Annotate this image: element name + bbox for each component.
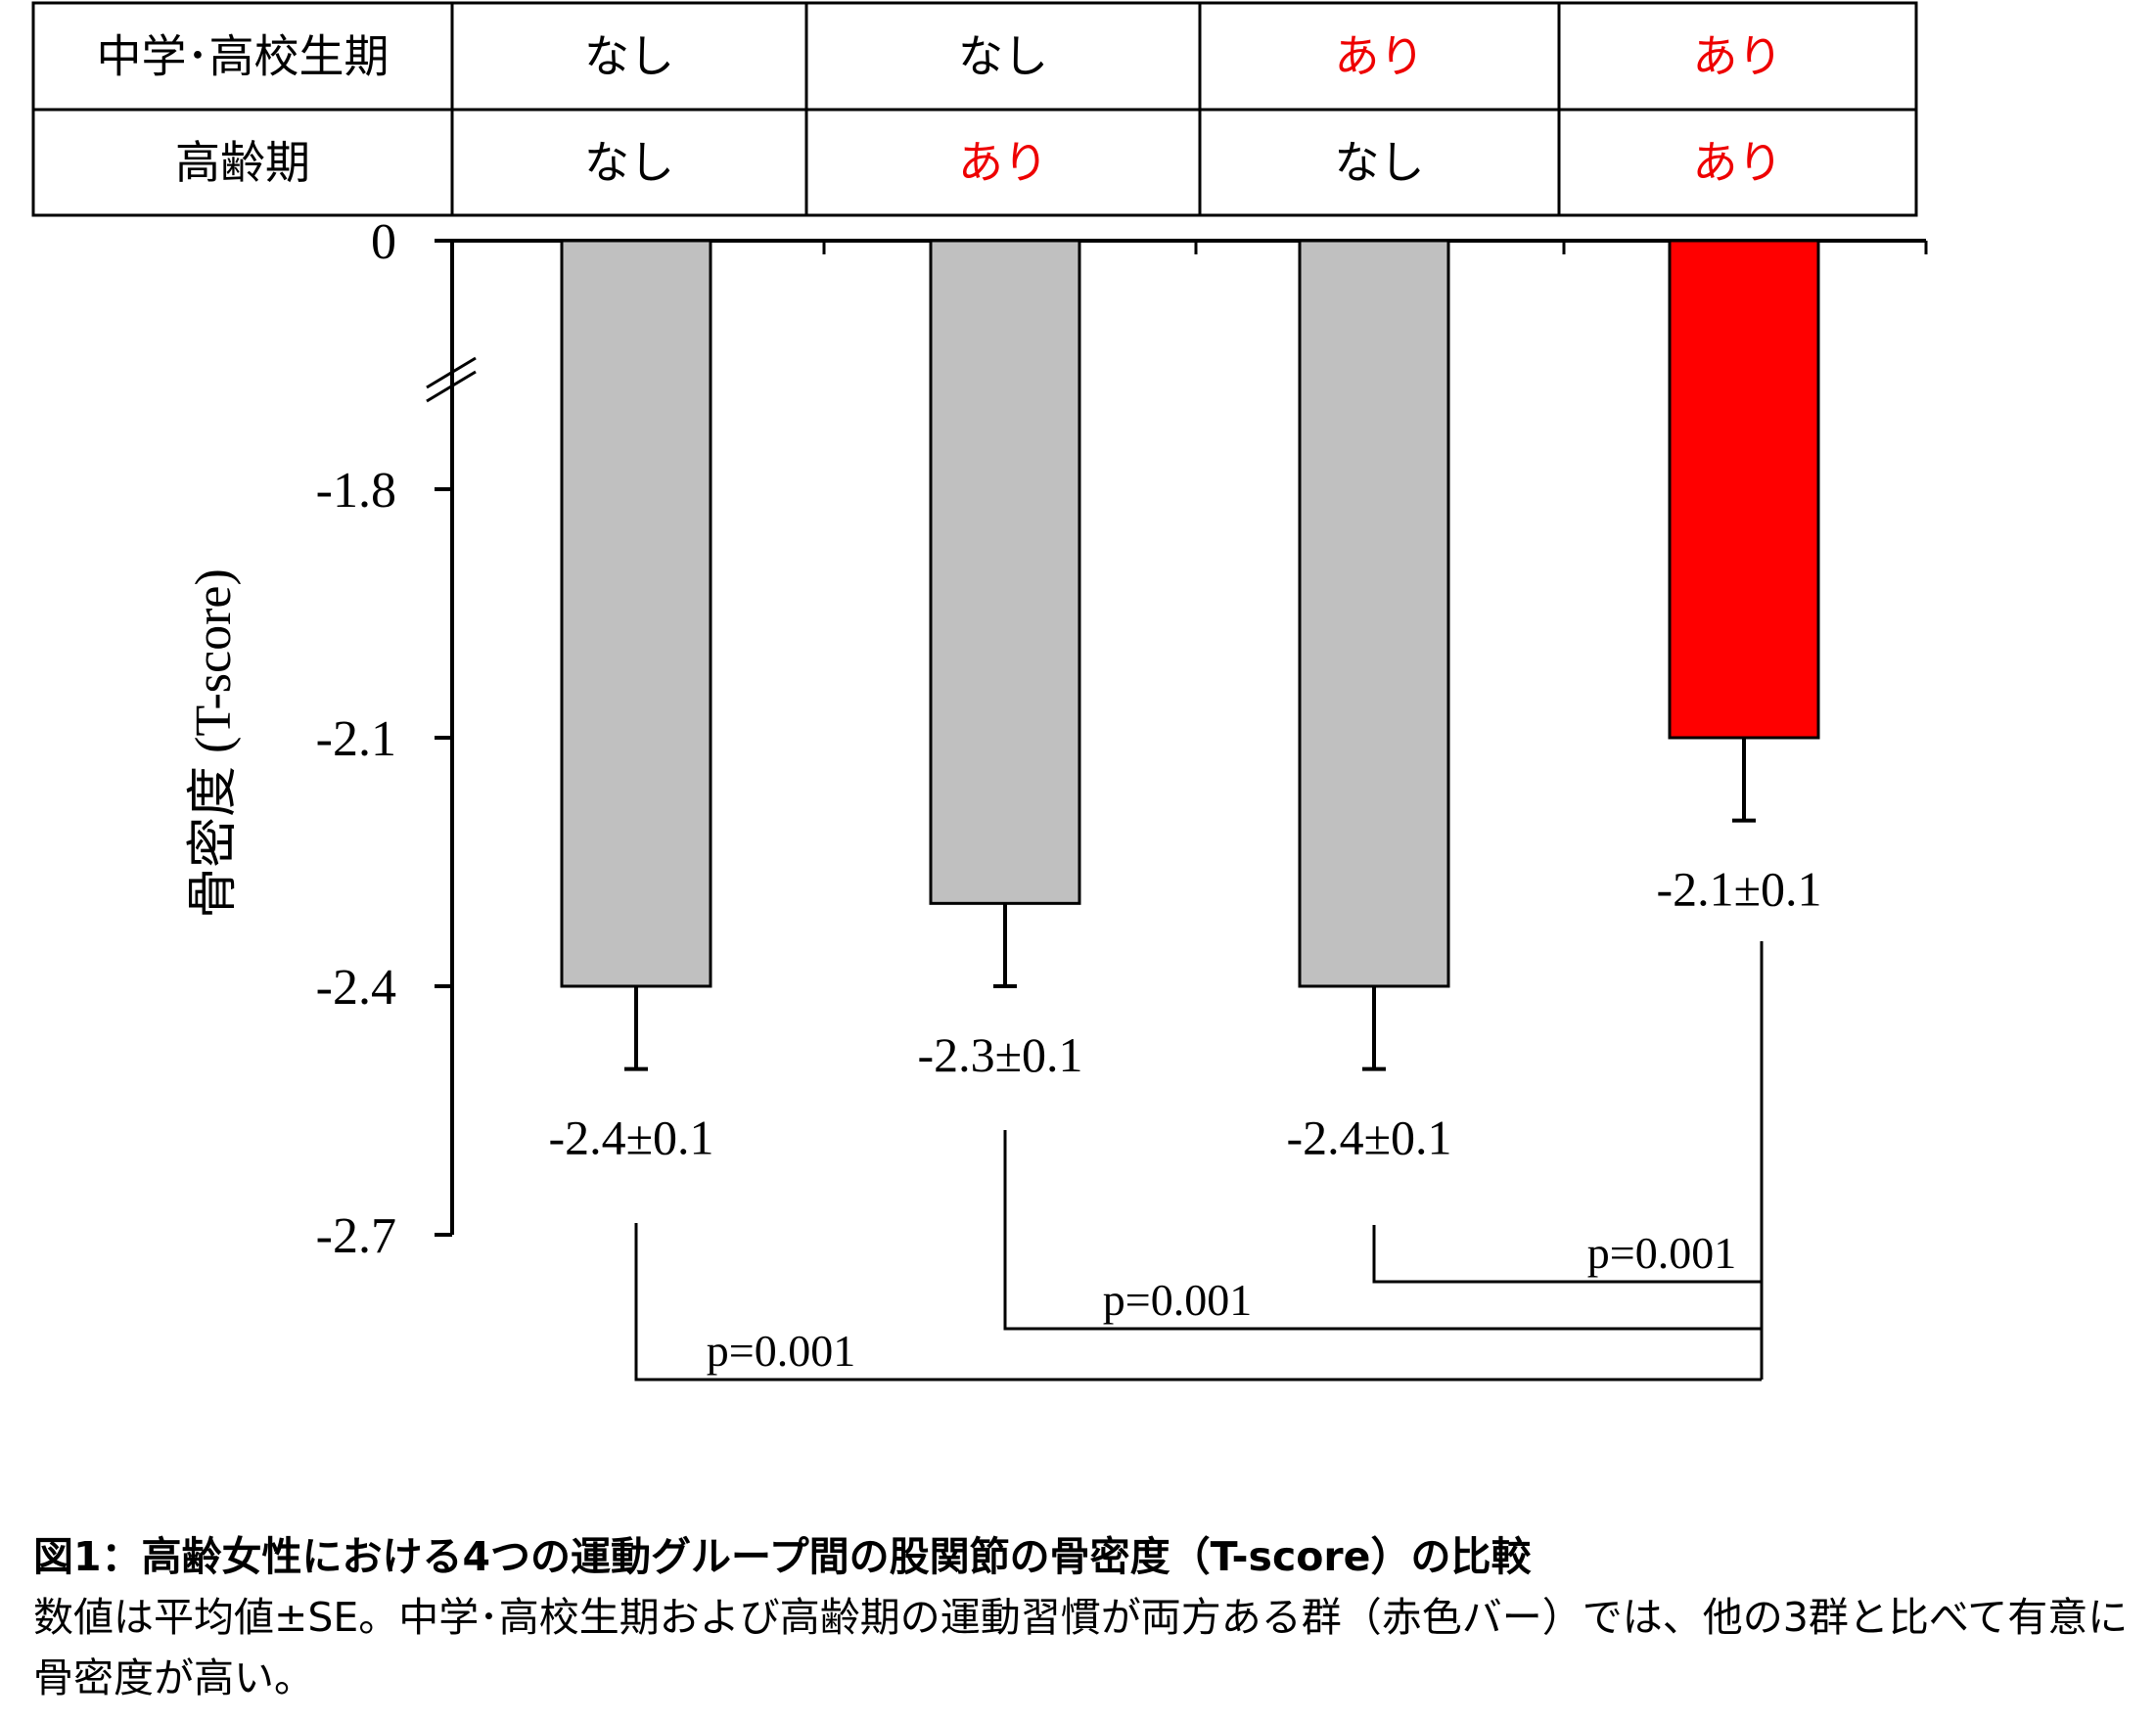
table-row-label: 中学･高校生期	[97, 31, 390, 82]
data-label: -2.3±0.1	[917, 1027, 1082, 1082]
y-tick-label: -2.7	[316, 1208, 396, 1264]
data-label: -2.1±0.1	[1656, 862, 1821, 917]
table-cell: なし	[584, 137, 674, 188]
axis-break-mark	[426, 370, 477, 403]
p-value-label: p=0.001	[1587, 1228, 1736, 1278]
table-cell: あり	[1693, 31, 1783, 82]
table-cell: なし	[584, 31, 674, 82]
y-tick-label: -2.1	[316, 711, 396, 767]
table-cell: あり	[1693, 137, 1783, 188]
table-cell: あり	[1335, 31, 1425, 82]
y-tick-label: -1.8	[316, 463, 396, 519]
y-axis: 0 -1.8 -2.1 -2.4 -2.7	[316, 214, 1928, 1264]
bar	[560, 239, 712, 988]
bar	[1298, 239, 1450, 988]
table-cell: なし	[1335, 137, 1425, 188]
figure-caption: 図1：高齢女性における4つの運動グループ間の股関節の骨密度（T-score）の比…	[33, 1526, 2137, 1708]
data-label: -2.4±0.1	[548, 1110, 713, 1165]
comparison-bracket	[634, 1223, 1762, 1382]
data-label: -2.4±0.1	[1286, 1110, 1451, 1165]
caption-body: 数値は平均値±SE。中学･高校生期および高齢期の運動習慣が両方ある群（赤色バー）…	[33, 1594, 2129, 1701]
axis-break-mark	[426, 356, 477, 389]
comparison-bracket	[1372, 1225, 1762, 1284]
comparison-bracket	[1003, 1130, 1762, 1331]
bar	[929, 239, 1081, 905]
bar	[1668, 239, 1820, 740]
y-tick-label: -2.4	[316, 960, 396, 1016]
caption-title: 図1：高齢女性における4つの運動グループ間の股関節の骨密度（T-score）の比…	[33, 1533, 1532, 1580]
p-value-label: p=0.001	[1103, 1275, 1252, 1325]
y-tick-label: 0	[371, 214, 396, 270]
bars: -2.4±0.1 -2.3±0.1 -2.4±0.1 -2.1±0.1	[548, 239, 1822, 1165]
y-axis-label: 骨密度 (T-score)	[186, 568, 242, 919]
table-cell: あり	[958, 137, 1048, 188]
table-row-label: 高齢期	[175, 137, 310, 188]
table-cell: なし	[958, 31, 1048, 82]
significance-brackets: p=0.001 p=0.001 p=0.001	[634, 941, 1764, 1382]
p-value-label: p=0.001	[707, 1326, 855, 1376]
